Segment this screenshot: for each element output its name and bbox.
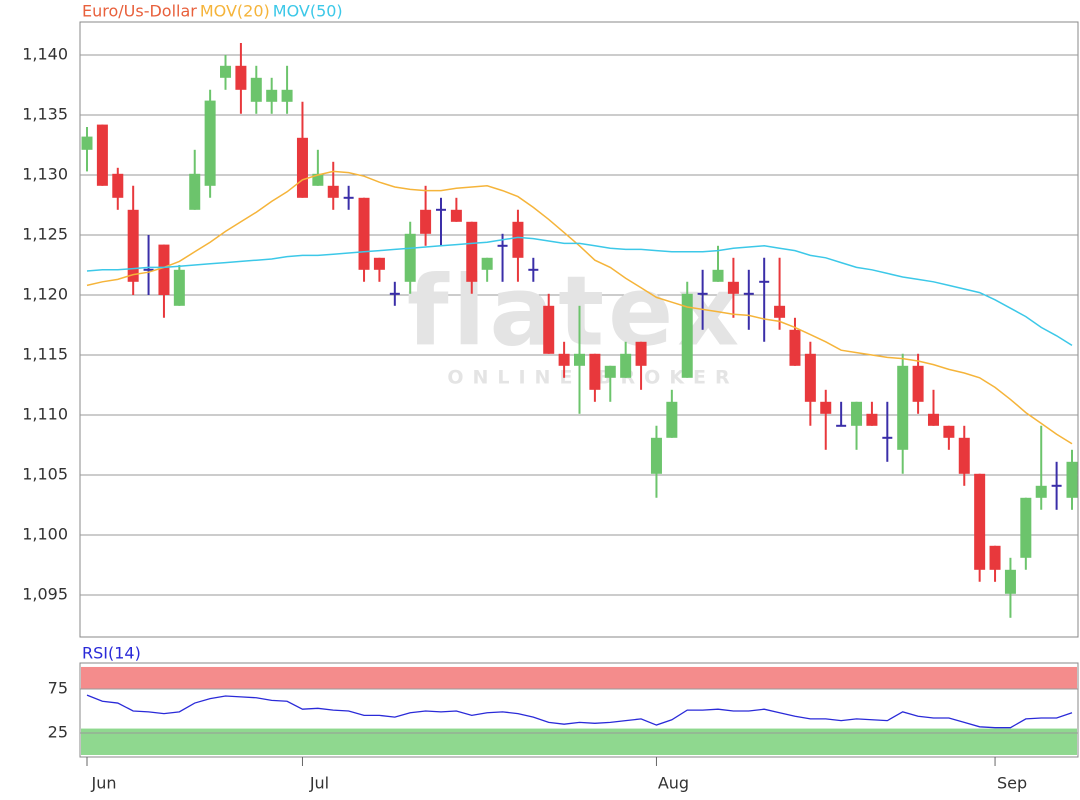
candle-body bbox=[266, 89, 278, 102]
candle-body bbox=[127, 209, 139, 282]
line-series bbox=[86, 236, 1073, 347]
y-tick-label: 25 bbox=[48, 722, 68, 741]
candle-body bbox=[574, 353, 585, 366]
candle-body bbox=[804, 353, 816, 402]
watermark-tagline: ONLINE BROKER bbox=[447, 367, 738, 389]
candle-body bbox=[1066, 461, 1078, 498]
candle-body bbox=[1020, 497, 1032, 558]
candle-body bbox=[420, 209, 432, 234]
candle-body bbox=[681, 293, 693, 378]
candle-body bbox=[974, 473, 986, 570]
candle-body bbox=[327, 185, 339, 198]
y-tick-label: 1,100 bbox=[22, 525, 68, 544]
candle-body bbox=[620, 353, 632, 378]
candle-body bbox=[358, 197, 370, 270]
legend-entry: MOV(20) bbox=[200, 2, 270, 21]
x-tick-label: Jun bbox=[91, 774, 117, 793]
candle-body bbox=[943, 425, 955, 438]
candle-body bbox=[112, 173, 124, 198]
candle-body bbox=[373, 257, 385, 270]
y-tick-label: 1,125 bbox=[22, 225, 68, 244]
line-series bbox=[86, 170, 1073, 445]
candle-body bbox=[450, 209, 462, 222]
x-tick-label: Sep bbox=[997, 774, 1027, 793]
rsi-band bbox=[81, 666, 1077, 689]
candle-body bbox=[404, 233, 416, 282]
y-tick-label: 1,120 bbox=[22, 285, 68, 304]
candle-body bbox=[312, 173, 324, 186]
candle-body bbox=[204, 100, 216, 186]
candle-body bbox=[281, 89, 293, 102]
candle-body bbox=[96, 124, 108, 186]
candle-body bbox=[912, 365, 924, 402]
line-series bbox=[86, 694, 1073, 729]
panel-title: RSI(14) bbox=[82, 644, 141, 663]
candle-body bbox=[173, 269, 185, 306]
candle-body bbox=[866, 413, 878, 426]
y-tick-label: 1,135 bbox=[22, 105, 68, 124]
candle-body bbox=[927, 413, 939, 426]
y-tick-label: 1,130 bbox=[22, 165, 68, 184]
candle-body bbox=[81, 136, 93, 150]
y-tick-label: 1,115 bbox=[22, 345, 68, 364]
candle-body bbox=[296, 137, 308, 198]
y-tick-label: 75 bbox=[48, 678, 68, 697]
legend-entry: Euro/Us-Dollar bbox=[82, 2, 197, 21]
y-tick-label: 1,110 bbox=[22, 405, 68, 424]
candle-body bbox=[666, 401, 678, 438]
candle-body bbox=[727, 281, 739, 294]
legend-entry: MOV(50) bbox=[273, 2, 343, 21]
candle-body bbox=[650, 437, 662, 474]
candle-body bbox=[481, 257, 493, 270]
candle-body bbox=[1035, 485, 1047, 498]
candle-body bbox=[789, 329, 801, 366]
x-tick-label: Jul bbox=[309, 774, 329, 793]
candle-body bbox=[158, 244, 170, 295]
y-tick-label: 1,095 bbox=[22, 585, 68, 604]
candle-body bbox=[635, 341, 647, 366]
candle-body bbox=[774, 305, 786, 318]
y-tick-label: 1,105 bbox=[22, 465, 68, 484]
candle-body bbox=[989, 545, 1001, 570]
candle-body bbox=[604, 365, 616, 378]
candle-body bbox=[512, 221, 524, 258]
candle-body bbox=[466, 221, 478, 282]
candle-body bbox=[189, 173, 201, 210]
candle-body bbox=[250, 77, 262, 102]
x-tick-label: Aug bbox=[658, 774, 689, 793]
candle-body bbox=[543, 305, 555, 354]
y-tick-label: 1,140 bbox=[22, 45, 68, 64]
candle-body bbox=[851, 401, 863, 426]
candle-body bbox=[589, 353, 601, 390]
candle-body bbox=[820, 401, 832, 414]
candle-body bbox=[897, 365, 909, 450]
candle-body bbox=[220, 65, 232, 78]
candle-body bbox=[712, 269, 724, 282]
candle-body bbox=[235, 65, 247, 90]
candle-body bbox=[558, 353, 570, 366]
candle-body bbox=[958, 437, 970, 474]
candle-body bbox=[1004, 569, 1016, 594]
